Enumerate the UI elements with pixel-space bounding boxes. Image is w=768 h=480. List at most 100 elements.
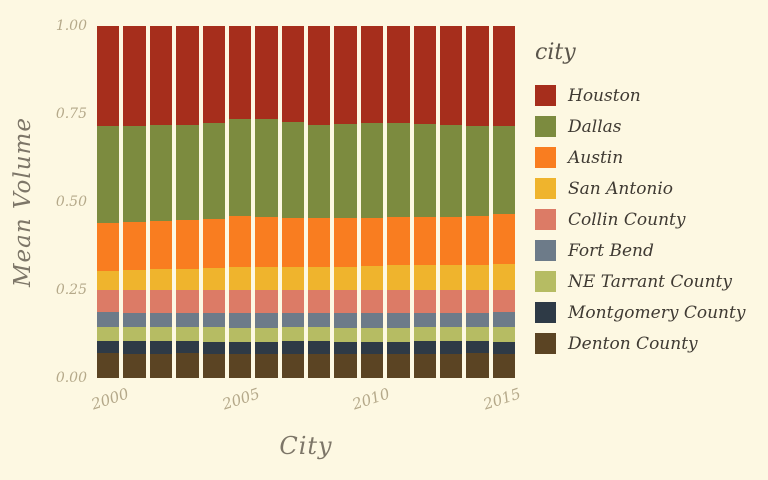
x-tick-label: 2015 <box>480 384 523 414</box>
bar-segment-houston <box>413 26 436 124</box>
legend-label: San Antonio <box>568 178 674 199</box>
bar-segment-dallas <box>255 119 278 217</box>
bar-segment-houston <box>123 26 146 127</box>
legend-label: Collin County <box>568 209 686 230</box>
bar-segment-collin-county <box>439 290 463 313</box>
legend-swatch-denton-county <box>535 333 556 354</box>
bar-segment-collin-county <box>360 290 384 314</box>
bar-segment-collin-county <box>149 290 173 313</box>
bar-segment-denton-county <box>176 353 199 378</box>
bar-segment-austin <box>228 216 252 268</box>
bar-segment-denton-county <box>123 354 146 378</box>
stacked-bar-2015 <box>492 26 515 378</box>
bar-segment-san-antonio <box>413 265 436 291</box>
stacked-bar-2011 <box>387 26 410 378</box>
bar-segment-montgomery-county <box>308 341 331 355</box>
legend-label: Fort Bend <box>568 240 654 261</box>
bar-segment-dallas <box>149 125 173 221</box>
legend-label: NE Tarrant County <box>568 271 732 292</box>
bar-segment-ne-tarrant-county <box>308 327 331 342</box>
bar-segment-dallas <box>439 124 463 217</box>
bar-segment-austin <box>202 218 225 269</box>
legend-item-houston: Houston <box>535 85 745 106</box>
bar-segment-ne-tarrant-county <box>97 326 120 342</box>
legend-label: Montgomery County <box>568 302 746 323</box>
bar-segment-denton-county <box>466 353 489 378</box>
bar-segment-montgomery-county <box>387 342 410 355</box>
y-tick-label: 0.75 <box>55 106 87 122</box>
bar-segment-ne-tarrant-county <box>360 327 384 343</box>
bar-segment-denton-county <box>413 354 436 378</box>
bar-segment-montgomery-county <box>228 341 252 355</box>
y-tick-label: 0.25 <box>55 282 87 298</box>
legend-swatch-houston <box>535 85 556 106</box>
bar-segment-dallas <box>176 124 199 221</box>
stacked-bar-2014 <box>466 26 489 378</box>
legend-item-san-antonio: San Antonio <box>535 178 745 199</box>
bar-segment-fort-bend <box>202 312 225 328</box>
bar-segment-san-antonio <box>360 266 384 291</box>
bar-segment-dallas <box>466 126 489 217</box>
bar-segment-montgomery-county <box>97 341 120 354</box>
bar-segment-dallas <box>202 122 225 219</box>
stacked-bar-2000 <box>97 26 120 378</box>
bar-segment-san-antonio <box>466 264 489 291</box>
bar-segment-san-antonio <box>334 266 357 291</box>
bar-segment-dallas <box>123 126 146 222</box>
x-tick-label: 2010 <box>350 384 393 414</box>
x-axis-title: City <box>279 432 333 460</box>
bar-segment-dallas <box>492 126 515 215</box>
bar-segment-collin-county <box>308 290 331 313</box>
bar-segment-ne-tarrant-county <box>334 328 357 343</box>
bar-segment-montgomery-county <box>255 341 278 355</box>
bar-segment-dallas <box>387 122 410 218</box>
bar-segment-houston <box>387 26 410 123</box>
bar-segment-collin-county <box>176 290 199 313</box>
bar-segment-houston <box>97 26 120 127</box>
bar-segment-ne-tarrant-county <box>176 327 199 342</box>
bar-segment-montgomery-county <box>360 342 384 355</box>
legend-swatch-san-antonio <box>535 178 556 199</box>
bar-segment-denton-county <box>228 354 252 378</box>
bar-segment-denton-county <box>334 354 357 378</box>
legend-swatch-fort-bend <box>535 240 556 261</box>
legend-item-denton-county: Denton County <box>535 333 745 354</box>
bar-segment-houston <box>334 26 357 124</box>
bar-segment-san-antonio <box>123 269 146 291</box>
bar-segment-montgomery-county <box>466 341 489 354</box>
bar-segment-ne-tarrant-county <box>149 327 173 342</box>
bar-segment-fort-bend <box>149 312 173 328</box>
bar-segment-montgomery-county <box>202 341 225 355</box>
bar-segment-montgomery-county <box>492 341 515 355</box>
bar-segment-san-antonio <box>281 267 304 291</box>
bar-segment-ne-tarrant-county <box>413 327 436 342</box>
stacked-bar-2008 <box>308 26 331 378</box>
bar-segment-fort-bend <box>228 312 252 328</box>
bar-segment-houston <box>360 26 384 123</box>
bar-segment-houston <box>176 26 199 125</box>
bar-segment-dallas <box>413 123 436 218</box>
bar-segment-denton-county <box>492 354 515 378</box>
bar-segment-houston <box>492 26 515 127</box>
bar-segment-fort-bend <box>466 312 489 328</box>
bar-segment-san-antonio <box>387 265 410 291</box>
x-tick-label: 2000 <box>89 384 132 414</box>
bar-segment-san-antonio <box>492 263 515 291</box>
bar-segment-fort-bend <box>413 312 436 328</box>
bar-segment-houston <box>466 26 489 127</box>
bar-segment-dallas <box>228 119 252 217</box>
bar-segment-dallas <box>308 124 331 218</box>
bar-segment-fort-bend <box>387 313 410 329</box>
bar-segment-dallas <box>97 126 120 224</box>
bar-segment-austin <box>413 217 436 266</box>
x-tick-label: 2005 <box>219 384 262 414</box>
bar-segment-ne-tarrant-county <box>387 328 410 343</box>
legend-label: Houston <box>568 85 641 106</box>
legend-title: city <box>535 40 576 65</box>
legend-item-dallas: Dallas <box>535 116 745 137</box>
bar-segment-denton-county <box>360 354 384 378</box>
bar-segment-austin <box>387 217 410 266</box>
bar-segment-montgomery-county <box>149 341 173 354</box>
legend-swatch-dallas <box>535 116 556 137</box>
